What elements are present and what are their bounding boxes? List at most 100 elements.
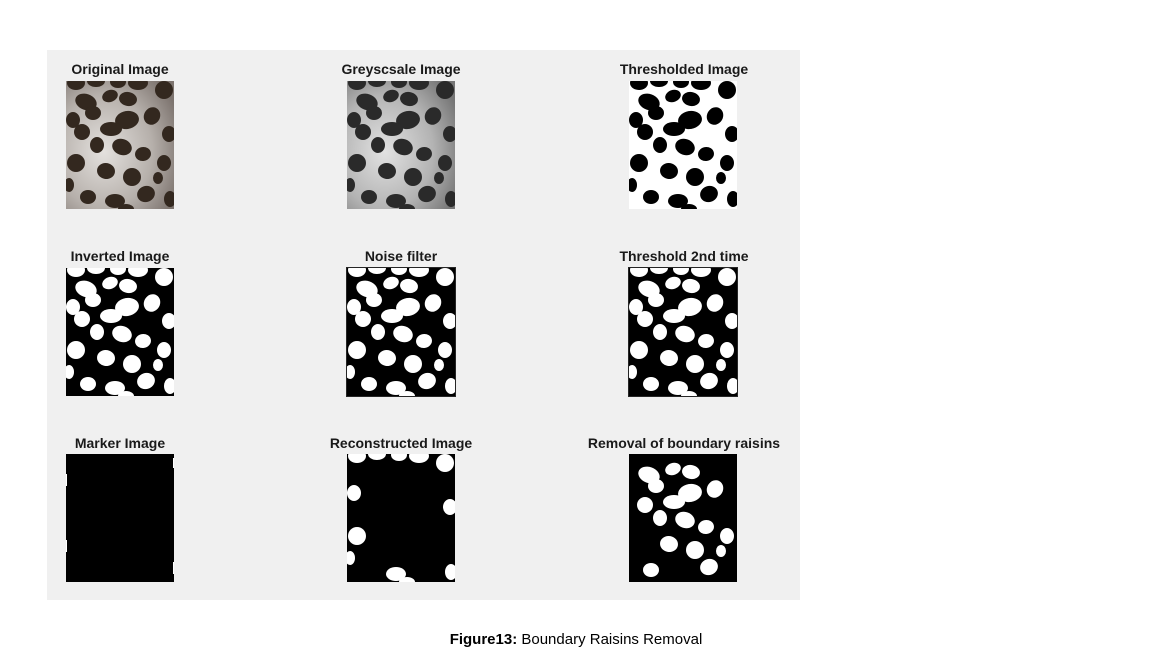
raisin-blob bbox=[100, 122, 122, 136]
raisin-blob bbox=[97, 349, 115, 367]
raisin-blob bbox=[682, 91, 700, 107]
raisin-blob bbox=[347, 299, 361, 315]
raisin-blob bbox=[162, 313, 174, 329]
raisin-blob bbox=[725, 126, 737, 142]
raisin-blob bbox=[97, 162, 115, 180]
panel-image-noise-filter bbox=[346, 267, 456, 397]
raisin-blob bbox=[443, 126, 455, 142]
raisin-blob bbox=[386, 381, 406, 395]
raisin-blob bbox=[347, 112, 361, 128]
raisin-blob bbox=[675, 511, 695, 529]
raisin-blob bbox=[630, 268, 648, 277]
raisin-blob bbox=[727, 191, 737, 207]
raisin-blob bbox=[660, 535, 678, 553]
panel-title-inverted: Inverted Image bbox=[70, 248, 170, 264]
raisin-blob bbox=[436, 454, 454, 472]
raisin-blob bbox=[105, 381, 125, 395]
raisin-blob bbox=[673, 268, 689, 275]
raisin-blob bbox=[416, 146, 432, 162]
raisin-blob bbox=[348, 527, 366, 545]
raisin-blob bbox=[648, 479, 664, 493]
panel-image-removal-boundary bbox=[629, 454, 737, 582]
raisin-blob bbox=[424, 107, 442, 125]
raisin-blob bbox=[706, 107, 724, 125]
raisin-blob bbox=[716, 359, 726, 371]
raisin-blob bbox=[157, 342, 171, 358]
raisin-blob bbox=[691, 268, 711, 277]
raisin-blob bbox=[665, 89, 681, 103]
panel-image-original bbox=[66, 81, 174, 209]
raisin-blob bbox=[378, 349, 396, 367]
raisin-blob bbox=[445, 378, 455, 394]
raisin-blob bbox=[691, 81, 711, 90]
raisin-blob bbox=[123, 355, 141, 373]
raisin-blob bbox=[74, 124, 90, 140]
raisin-blob bbox=[110, 268, 126, 275]
raisin-blob bbox=[348, 154, 366, 172]
panel-title-threshold-2nd: Threshold 2nd time bbox=[619, 248, 749, 264]
raisin-blob bbox=[660, 349, 678, 367]
raisin-blob bbox=[653, 510, 667, 526]
panel-title-greyscale: Greyscsale Image bbox=[341, 61, 461, 77]
raisin-blob bbox=[668, 194, 688, 208]
raisin-blob bbox=[665, 276, 681, 290]
caption-text: Boundary Raisins Removal bbox=[517, 631, 703, 648]
raisin-blob bbox=[355, 124, 371, 140]
panel-image-threshold-2nd bbox=[628, 267, 738, 397]
raisin-blob bbox=[643, 190, 659, 204]
marker-seed bbox=[66, 540, 67, 552]
raisin-blob bbox=[66, 365, 74, 379]
raisin-blob bbox=[675, 325, 695, 343]
raisin-blob bbox=[643, 377, 659, 391]
raisin-blob bbox=[718, 268, 736, 286]
raisin-blob bbox=[438, 155, 452, 171]
raisin-blob bbox=[443, 499, 455, 515]
raisin-blob bbox=[700, 372, 718, 390]
raisin-blob bbox=[128, 81, 148, 90]
raisin-blob bbox=[725, 313, 737, 329]
raisin-blob bbox=[409, 268, 429, 277]
raisin-blob bbox=[400, 91, 418, 107]
raisin-blob bbox=[716, 172, 726, 184]
raisin-blob bbox=[66, 178, 74, 192]
raisin-blob bbox=[155, 81, 173, 99]
raisin-blob bbox=[445, 564, 455, 580]
raisin-blob bbox=[668, 381, 688, 395]
raisin-blob bbox=[648, 106, 664, 120]
raisin-blob bbox=[381, 309, 403, 323]
raisin-blob bbox=[700, 185, 718, 203]
raisin-blob bbox=[391, 454, 407, 461]
raisin-blob bbox=[90, 324, 104, 340]
raisin-blob bbox=[155, 268, 173, 286]
panel-title-noise-filter: Noise filter bbox=[364, 248, 438, 264]
raisin-blob bbox=[720, 342, 734, 358]
raisin-blob bbox=[727, 378, 737, 394]
raisin-blob bbox=[637, 124, 653, 140]
raisin-blob bbox=[409, 454, 429, 463]
raisin-blob bbox=[678, 110, 702, 130]
raisin-blob bbox=[630, 81, 648, 90]
raisin-blob bbox=[637, 497, 653, 513]
raisin-blob bbox=[348, 81, 366, 90]
raisin-blob bbox=[648, 293, 664, 307]
raisin-blob bbox=[157, 155, 171, 171]
raisin-blob bbox=[110, 81, 126, 88]
raisin-blob bbox=[678, 297, 702, 317]
panel-image-marker bbox=[66, 454, 174, 582]
raisin-blob bbox=[629, 365, 637, 379]
raisin-blob bbox=[153, 359, 163, 371]
panel-title-marker: Marker Image bbox=[74, 435, 166, 451]
raisin-blob bbox=[643, 563, 659, 577]
panel-title-thresholded: Thresholded Image bbox=[619, 61, 749, 77]
raisin-blob bbox=[100, 309, 122, 323]
panel-image-thresholded bbox=[629, 81, 737, 209]
raisin-blob bbox=[164, 378, 174, 394]
raisin-blob bbox=[436, 81, 454, 99]
raisin-blob bbox=[681, 391, 697, 396]
raisin-blob bbox=[663, 495, 685, 509]
raisin-blob bbox=[443, 313, 455, 329]
panel-title-removal-boundary: Removal of boundary raisins bbox=[587, 435, 781, 451]
raisin-blob bbox=[698, 333, 714, 349]
raisin-blob bbox=[698, 519, 714, 535]
raisin-blob bbox=[700, 558, 718, 576]
